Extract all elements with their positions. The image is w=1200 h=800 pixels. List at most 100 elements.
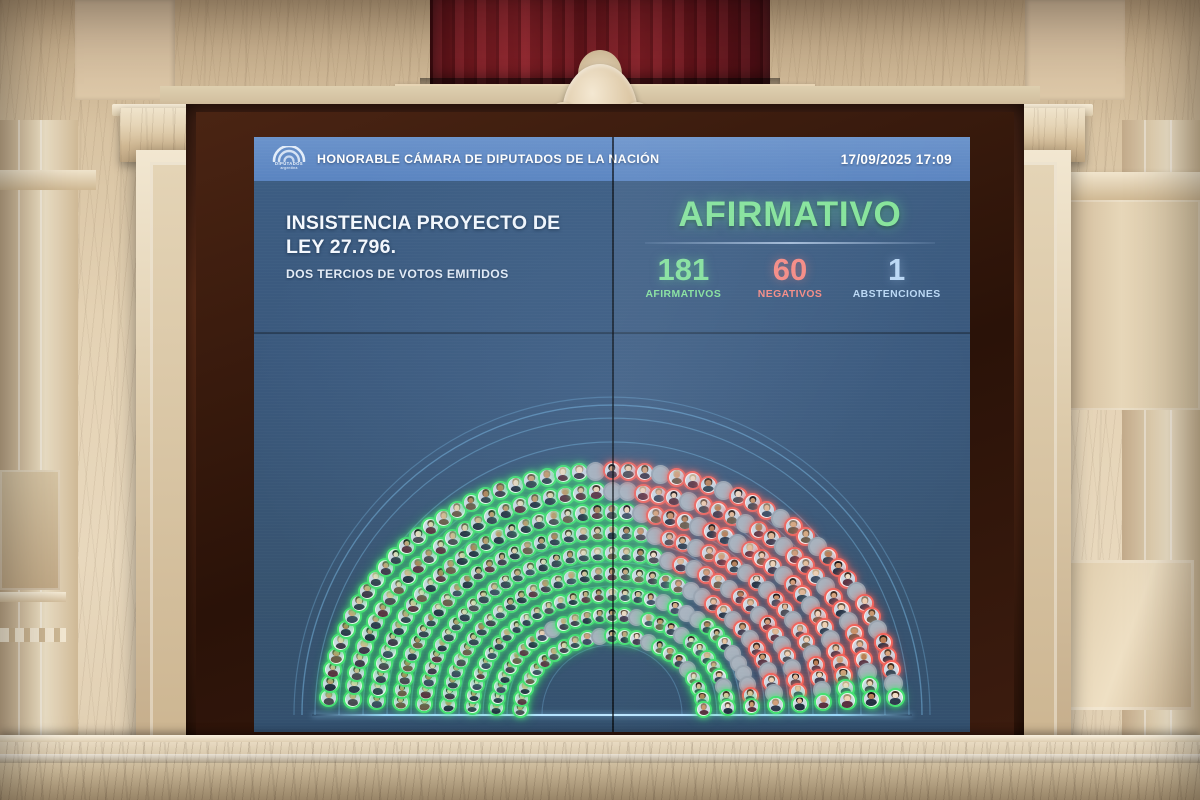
member-photo [484,509,499,524]
result-panel: AFIRMATIVO 181 AFIRMATIVOS 60 NEGATIVOS … [622,195,958,300]
member-photo [590,505,605,520]
member-photo [642,614,655,627]
member-photo [471,516,486,531]
seat-marker [885,688,905,708]
member-photo [579,590,592,603]
member-photo [662,532,676,546]
logo-wordmark-text: DIPUTADOS [275,161,303,166]
seat-marker [719,699,737,717]
seat-marker [569,462,589,482]
member-photo [542,601,555,614]
member-photo [696,498,711,513]
member-photo [539,579,553,593]
member-photo [721,701,734,714]
motion-subtitle: DOS TERCIOS DE VOTOS EMITIDOS [286,267,509,281]
member-photo [557,618,570,631]
member-photo [536,558,550,572]
seat-marker [837,691,857,711]
member-photo [676,536,690,550]
member-photo [648,508,663,523]
member-photo [399,539,414,554]
marble-block-right [1025,0,1125,100]
member-photo [697,703,710,716]
pilaster-left [0,120,78,760]
member-photo [498,503,513,518]
seat-marker [588,524,607,543]
vote-tallies: 181 AFIRMATIVOS 60 NEGATIVOS 1 ABSTENCIO… [622,253,958,301]
member-photo [505,524,519,539]
member-photo [619,505,634,520]
member-photo [663,511,678,526]
member-photo [685,473,700,488]
member-photo [528,494,543,509]
seat-marker [344,676,364,696]
motion-info: INSISTENCIA PROYECTO DE LEY 27.796. DOS … [286,211,586,281]
panel-sheen [612,137,970,732]
member-photo [876,635,891,650]
member-photo [630,632,643,645]
tally-afirmativos-label: AFIRMATIVOS [630,289,737,300]
member-photo [651,488,666,502]
member-photo [339,622,354,637]
seat-marker [695,700,713,718]
member-photo [745,495,760,510]
tally-abstenciones-value: 1 [843,253,950,287]
member-photo [880,649,895,664]
seat-marker [455,605,474,624]
member-photo [704,524,719,539]
seat-marker [796,526,816,546]
tally-afirmativos: 181 AFIRMATIVOS [630,253,737,301]
member-photo [423,519,438,534]
member-photo [508,478,523,493]
member-photo [701,478,716,493]
member-photo [329,649,344,664]
member-photo [619,567,633,581]
seat-marker [525,491,545,511]
member-photo [575,506,590,521]
member-photo [725,509,740,524]
member-photo [524,473,539,488]
seat-marker [510,496,530,516]
member-photo [573,486,588,500]
member-photo [333,635,348,650]
seat-marker [589,565,608,584]
member-photo [578,569,592,583]
logo-wordmark: DIPUTADOS argentina [271,161,307,171]
seat-marker [698,475,718,495]
seat-marker [408,526,428,546]
member-photo [551,575,565,589]
seat-marker [559,527,578,546]
hemicycle-arc-logo-icon: DIPUTADOS argentina [271,146,307,172]
member-photo [759,503,774,518]
member-photo [581,611,594,624]
seat-marker [395,668,414,687]
tally-negativos-value: 60 [737,253,844,287]
member-photo [321,690,336,705]
member-photo [647,550,661,564]
seat-marker [664,488,684,508]
seat-marker [814,693,833,712]
member-photo [561,508,575,523]
member-photo [669,470,684,485]
member-photo [576,527,590,541]
result-divider [645,242,935,244]
seat-marker [461,493,481,513]
marble-block-left [75,0,175,100]
member-photo [569,614,582,627]
pilaster-cap-left [0,170,96,190]
member-photo [323,676,338,691]
member-photo [864,609,879,624]
member-photo [495,552,509,566]
member-photo [589,484,604,499]
member-photo [349,665,364,680]
seat-marker [574,546,593,565]
ledge-veining [0,735,1200,800]
member-photo [556,467,571,482]
member-photo [569,636,582,649]
member-photo [353,652,368,667]
member-photo [398,671,412,685]
seat-marker [320,674,340,694]
member-photo [621,464,636,479]
member-photo [731,489,746,504]
member-photo [632,590,645,603]
